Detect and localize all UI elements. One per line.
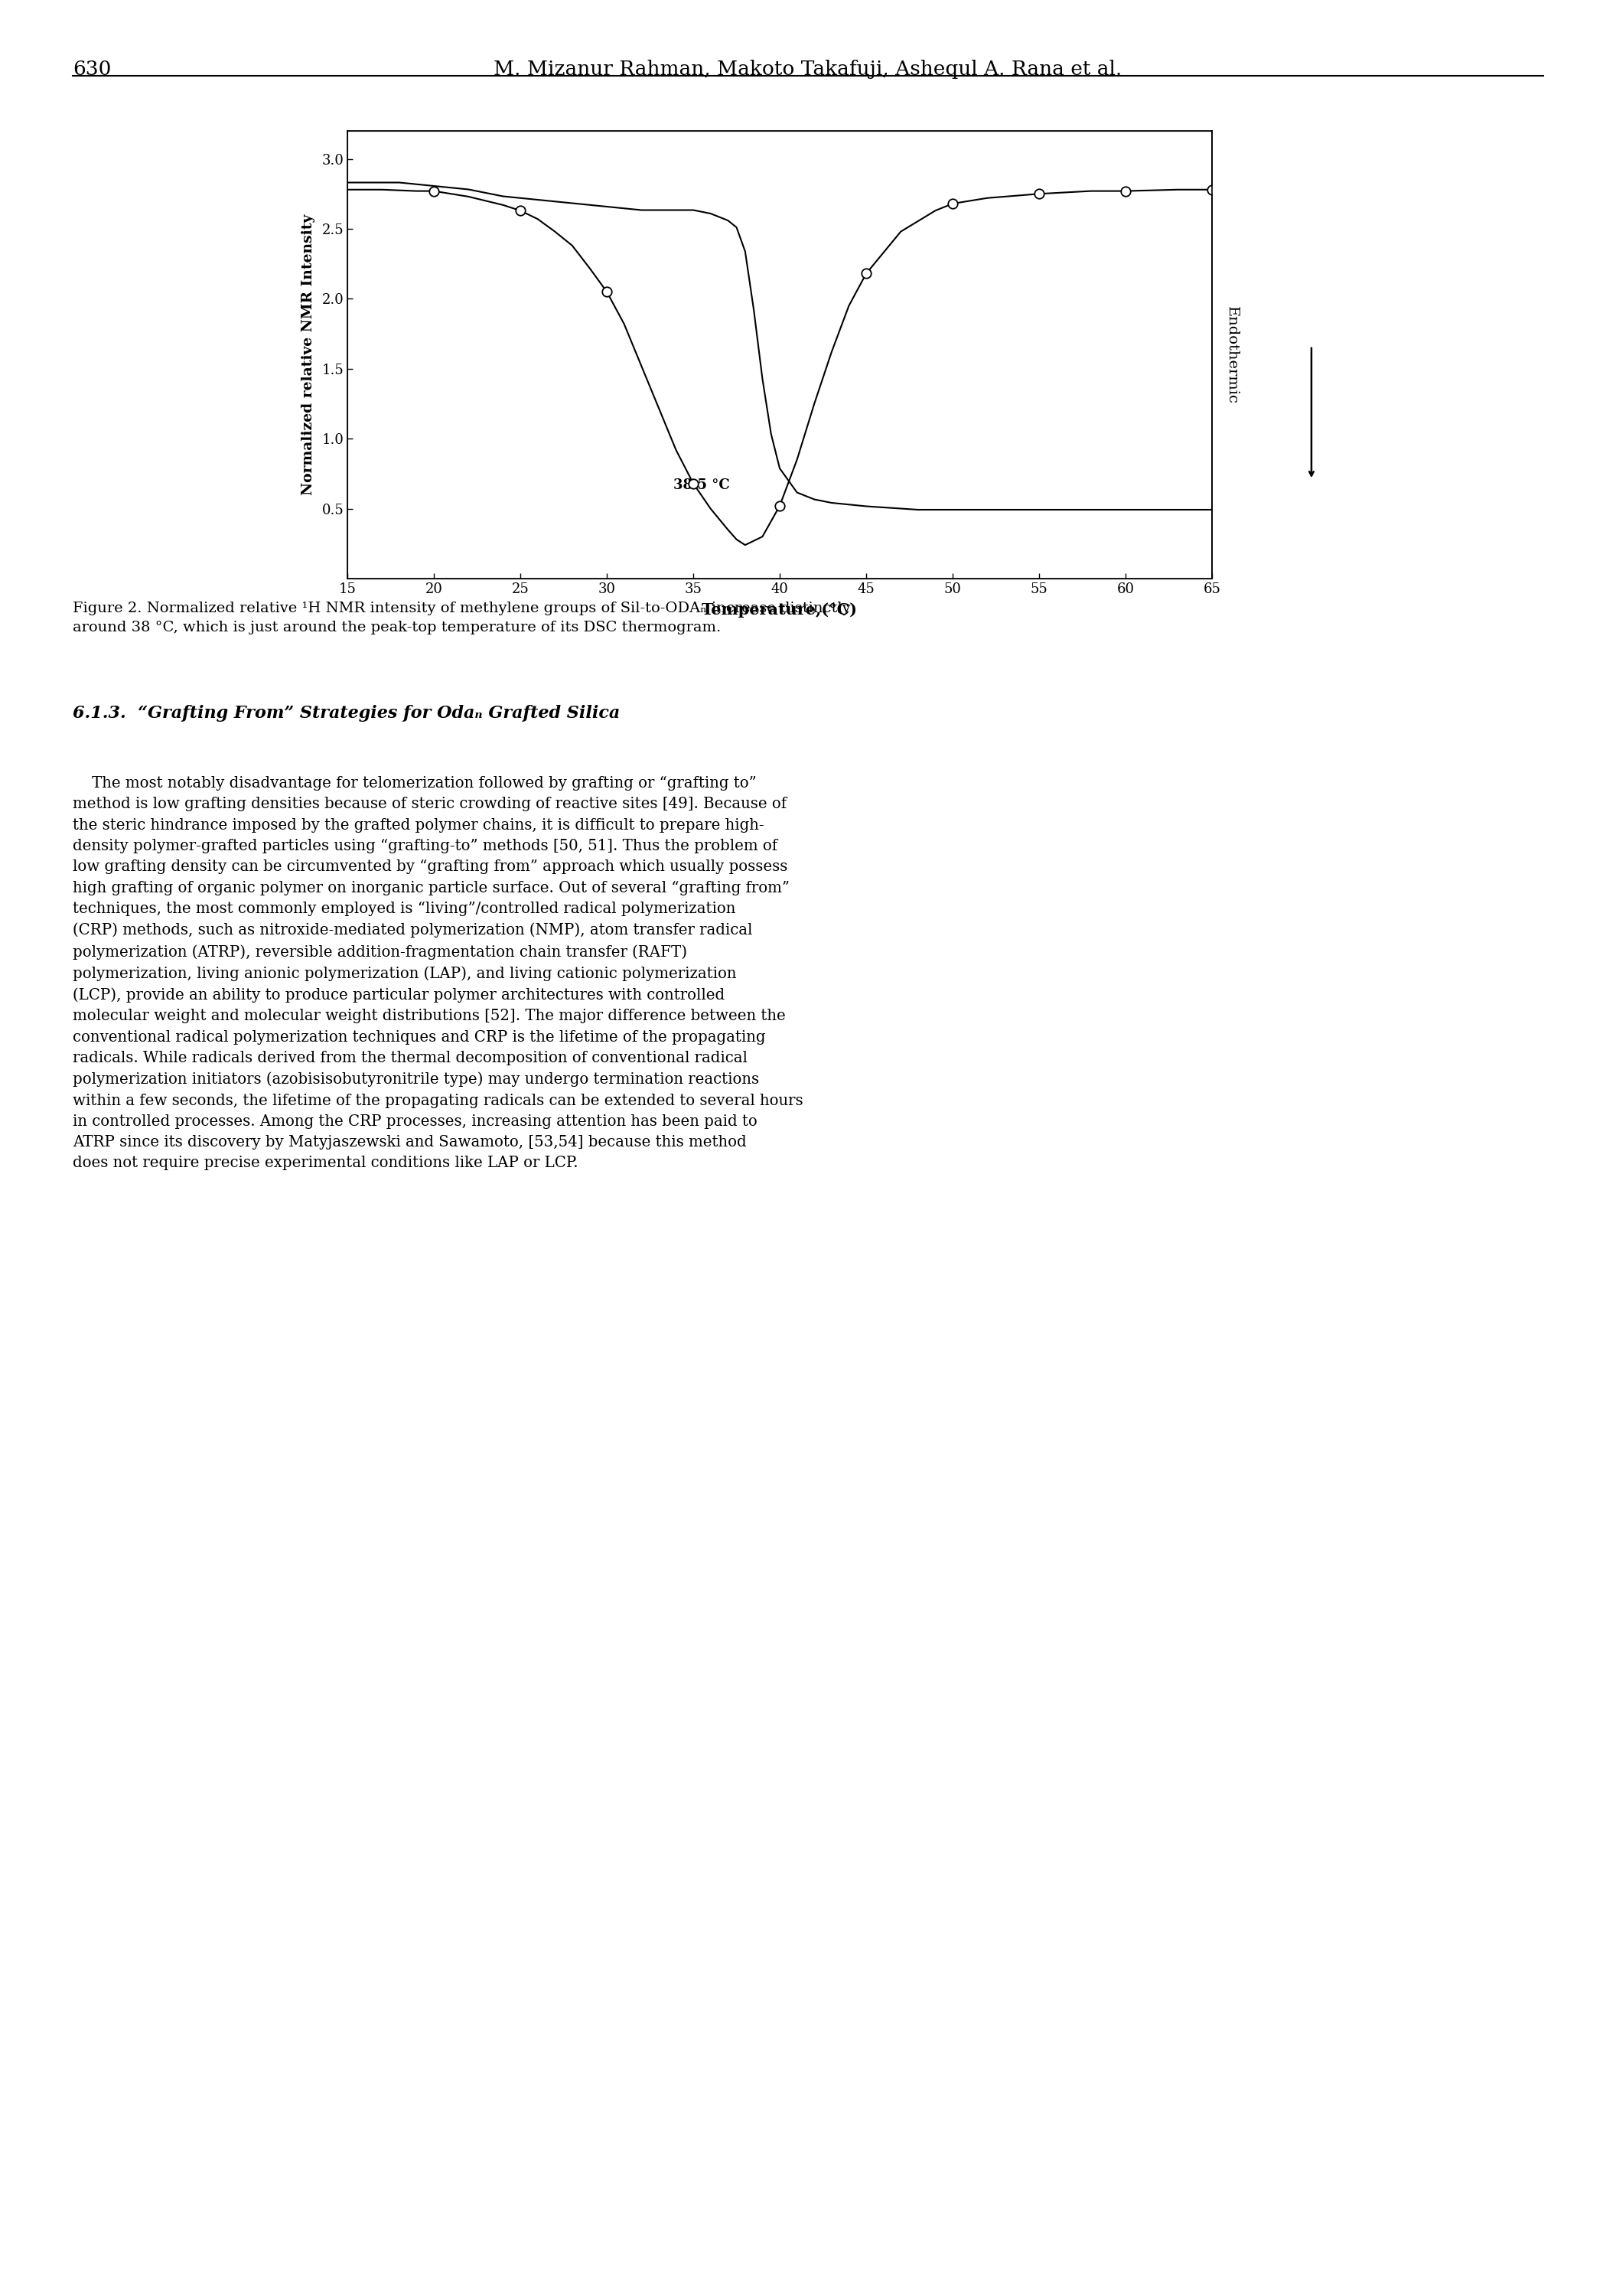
Text: M. Mizanur Rahman, Makoto Takafuji, Ashequl A. Rana et al.: M. Mizanur Rahman, Makoto Takafuji, Ashe… [494, 60, 1122, 78]
Text: 38.5 °C: 38.5 °C [674, 478, 730, 491]
Text: 6.1.3.  “Grafting From” Strategies for Odaₙ Grafted Silica: 6.1.3. “Grafting From” Strategies for Od… [73, 705, 621, 721]
Y-axis label: Endothermic: Endothermic [1225, 305, 1238, 404]
Y-axis label: Normalized relative NMR Intensity: Normalized relative NMR Intensity [302, 214, 315, 496]
Text: 630: 630 [73, 60, 112, 78]
Text: Figure 2. Normalized relative ¹H NMR intensity of methylene groups of Sil-to-ODA: Figure 2. Normalized relative ¹H NMR int… [73, 602, 850, 634]
X-axis label: Temperature,(°C): Temperature,(°C) [701, 602, 858, 618]
Text: The most notably disadvantage for telomerization followed by grafting or “grafti: The most notably disadvantage for telome… [73, 776, 803, 1171]
